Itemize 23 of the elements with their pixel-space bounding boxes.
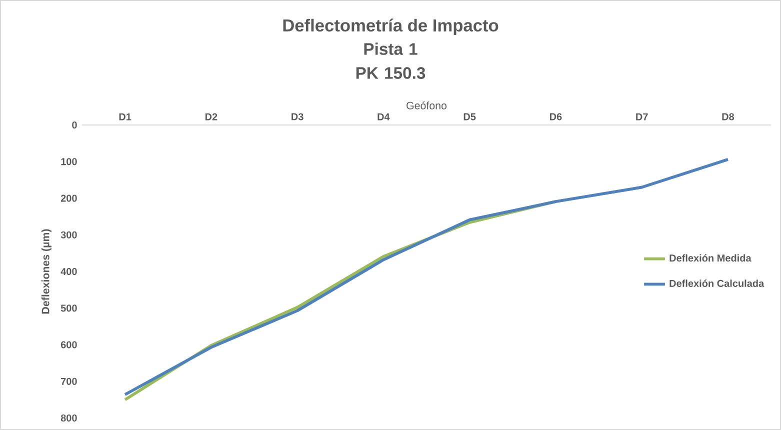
x-axis-title: Geófono (406, 101, 447, 110)
y-tick-label: 800 (60, 414, 77, 422)
y-tick-label: 200 (60, 194, 77, 202)
x-tick-label: D5 (464, 113, 476, 120)
x-tick-label: D3 (292, 113, 304, 120)
y-tick-label: 500 (60, 304, 77, 312)
y-tick-label: 400 (60, 268, 77, 276)
y-tick-label: 700 (61, 378, 77, 385)
y-axis-title: Deflexiones (µm) (41, 229, 52, 314)
legend-label: Deflexión Medida (670, 254, 752, 262)
x-tick-label: D8 (722, 113, 734, 120)
y-tick-label: 600 (60, 341, 77, 348)
x-tick-label: D4 (378, 113, 390, 120)
x-tick-label: D6 (550, 113, 562, 120)
chart-title: Deflectometría de Impacto (283, 18, 498, 36)
y-tick-label: 300 (60, 231, 77, 238)
y-tick-label: 0 (72, 121, 77, 129)
x-tick-label: D7 (636, 113, 648, 120)
y-tick-label: 100 (61, 158, 77, 166)
chart-subtitle: Pista 1 PK 150.3 (356, 42, 426, 79)
x-tick-label: D1 (119, 113, 132, 120)
legend-label: Deflexión Calculada (670, 280, 764, 287)
x-tick-label: D2 (205, 113, 218, 120)
